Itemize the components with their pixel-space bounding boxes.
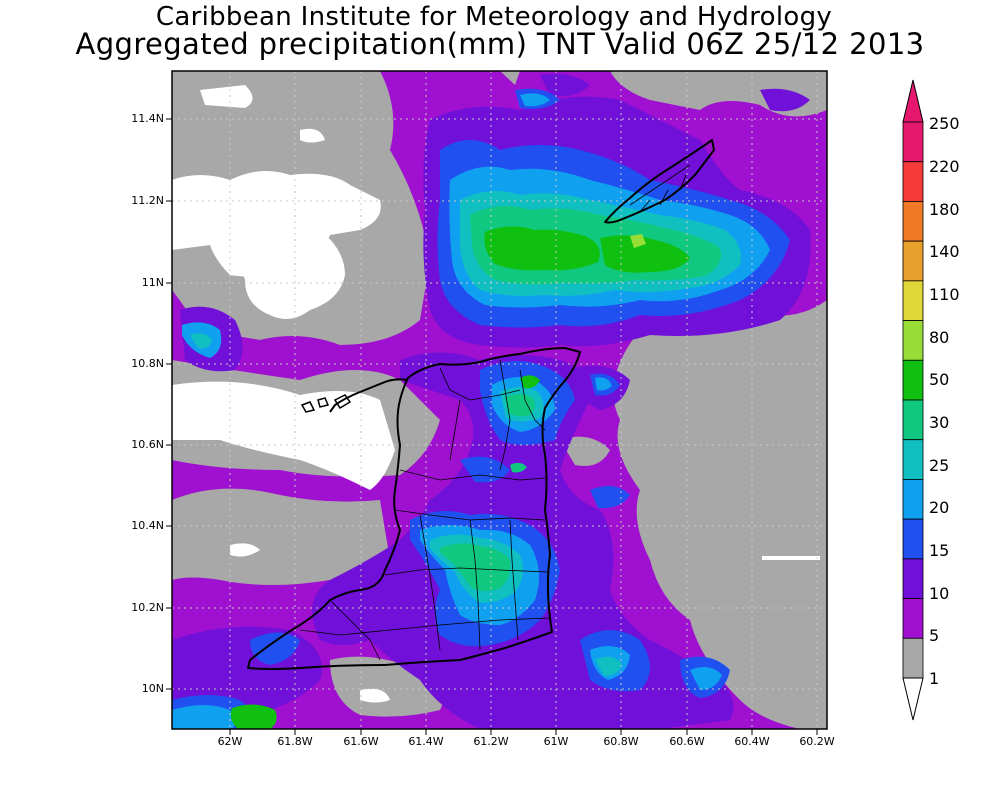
lat-label: 11N xyxy=(141,276,164,289)
lon-label: 60.4W xyxy=(734,735,770,748)
x-ticks xyxy=(229,729,818,735)
field-level-0 xyxy=(172,85,820,727)
graticule xyxy=(172,71,827,729)
lat-label: 10.4N xyxy=(131,519,164,532)
lon-label: 62W xyxy=(217,735,243,748)
lon-label: 61.8W xyxy=(277,735,313,748)
colorbar-label: 20 xyxy=(929,498,950,517)
colorbar-boxes xyxy=(902,121,924,679)
lon-label: 61.6W xyxy=(343,735,379,748)
lat-label: 10.2N xyxy=(131,601,164,614)
colorbar-label: 15 xyxy=(929,541,950,560)
field-level-80 xyxy=(630,234,646,248)
colorbar-box xyxy=(902,558,924,599)
colorbar xyxy=(902,79,924,721)
colorbar-box xyxy=(902,518,924,560)
lon-label: 61.4W xyxy=(408,735,444,748)
field-level-50 xyxy=(230,226,690,729)
lon-label: 61.2W xyxy=(473,735,509,748)
colorbar-under-arrow xyxy=(902,677,924,721)
colorbar-label: 25 xyxy=(929,456,950,475)
colorbar-label: 1 xyxy=(929,669,940,688)
colorbar-label: 140 xyxy=(929,242,960,261)
colorbar-label: 80 xyxy=(929,328,950,347)
colorbar-label: 250 xyxy=(929,114,960,133)
colorbar-label: 5 xyxy=(929,626,940,645)
colorbar-label: 50 xyxy=(929,370,950,389)
map-frame xyxy=(171,70,828,730)
colorbar-box xyxy=(902,280,924,321)
lat-label: 10.6N xyxy=(131,438,164,451)
lon-label: 60.2W xyxy=(799,735,835,748)
colorbar-box xyxy=(902,121,924,163)
colorbar-label: 30 xyxy=(929,413,950,432)
colorbar-box xyxy=(902,359,924,401)
lat-label: 10.8N xyxy=(131,357,164,370)
colorbar-box xyxy=(902,161,924,202)
colorbar-box xyxy=(902,439,924,480)
colorbar-box xyxy=(902,201,924,242)
colorbar-box xyxy=(902,598,924,639)
bocas-islands xyxy=(300,394,352,413)
tobago-island xyxy=(604,139,715,224)
colorbar-box xyxy=(902,240,924,282)
trinidad-island xyxy=(247,347,581,670)
colorbar-label: 180 xyxy=(929,200,960,219)
y-ticks xyxy=(166,118,172,690)
colorbar-box xyxy=(902,399,924,441)
lon-label: 60.6W xyxy=(669,735,705,748)
lat-label: 11.2N xyxy=(131,194,164,207)
lat-label: 11.4N xyxy=(131,112,164,125)
lon-label: 61W xyxy=(543,735,569,748)
lat-label: 10N xyxy=(141,682,164,695)
map-subtitle: Aggregated precipitation(mm) TNT Valid 0… xyxy=(75,27,925,61)
lon-label: 60.8W xyxy=(603,735,639,748)
colorbar-box xyxy=(902,637,924,679)
colorbar-over-arrow xyxy=(902,79,924,123)
colorbar-box xyxy=(902,479,924,520)
colorbar-label: 10 xyxy=(929,584,950,603)
precipitation-field xyxy=(172,71,827,729)
colorbar-label: 220 xyxy=(929,157,960,176)
trinidad-boundaries xyxy=(299,359,551,661)
tobago-boundaries xyxy=(629,164,691,213)
map-title: Caribbean Institute for Meteorology and … xyxy=(155,2,833,32)
colorbar-label: 110 xyxy=(929,285,960,304)
colorbar-box xyxy=(902,320,924,361)
